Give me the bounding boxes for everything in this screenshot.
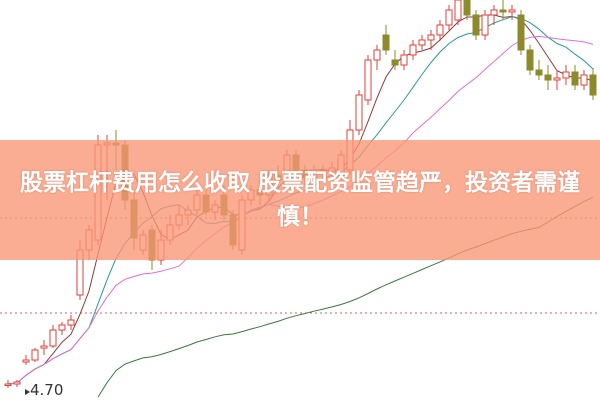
- candle-body: [472, 14, 480, 36]
- article-title: 股票杠杆费用怎么收取 股票配资监管趋严，投资者需谨慎！: [19, 170, 580, 230]
- low-price-label: 4.70: [30, 381, 64, 399]
- candle: [526, 45, 534, 75]
- candle-body: [445, 9, 453, 26]
- candle-body: [427, 34, 435, 41]
- candle-body: [49, 329, 57, 347]
- candle-body: [22, 359, 30, 363]
- candle: [553, 70, 561, 90]
- candle-body: [409, 44, 417, 56]
- candle: [67, 315, 75, 330]
- candle: [571, 65, 579, 90]
- candle: [490, 5, 498, 25]
- candle: [589, 68, 597, 100]
- candle-body: [4, 383, 12, 386]
- candle-body: [454, 0, 462, 21]
- candle: [13, 380, 21, 387]
- candle-body: [589, 74, 597, 96]
- candle: [472, 10, 480, 40]
- candle-body: [391, 59, 399, 66]
- candle-body: [436, 24, 444, 36]
- candle: [436, 20, 444, 40]
- candle-body: [40, 345, 48, 349]
- candle: [409, 40, 417, 60]
- low-price-arrow-icon: [25, 389, 30, 395]
- candle-body: [418, 39, 426, 46]
- candle: [391, 50, 399, 70]
- candle-body: [553, 77, 561, 81]
- candle: [22, 355, 30, 365]
- candle: [40, 340, 48, 355]
- candle: [382, 25, 390, 55]
- candle-body: [364, 59, 372, 101]
- candle-body: [562, 71, 570, 79]
- candle-body: [373, 49, 381, 61]
- candle-body: [58, 324, 66, 331]
- candle-body: [382, 34, 390, 51]
- candle-body: [535, 69, 543, 76]
- candle-body: [508, 9, 516, 13]
- candle: [544, 65, 552, 90]
- candle-body: [481, 14, 489, 36]
- candle-body: [499, 9, 507, 13]
- candle: [427, 30, 435, 50]
- candle: [4, 380, 12, 388]
- candle: [445, 5, 453, 30]
- candle-body: [355, 94, 363, 131]
- candle: [454, 0, 462, 25]
- candle-body: [544, 74, 552, 81]
- candle-body: [463, 0, 471, 16]
- candle: [373, 45, 381, 70]
- title-banner: 股票杠杆费用怎么收取 股票配资监管趋严，投资者需谨慎！: [0, 140, 600, 260]
- candle: [364, 55, 372, 105]
- candle: [400, 50, 408, 70]
- candle-body: [571, 71, 579, 86]
- candle: [418, 35, 426, 50]
- candle-body: [526, 49, 534, 71]
- candle-body: [13, 381, 21, 385]
- candle: [481, 10, 489, 40]
- candle: [49, 325, 57, 348]
- candle: [463, 0, 471, 20]
- candle: [562, 65, 570, 85]
- candle: [499, 0, 507, 20]
- candle: [508, 5, 516, 20]
- candle: [355, 90, 363, 135]
- candle: [58, 322, 66, 335]
- candle-body: [67, 319, 75, 326]
- candle-body: [31, 349, 39, 361]
- candle: [580, 70, 588, 90]
- candle-body: [490, 9, 498, 16]
- candle: [535, 60, 543, 80]
- candle: [517, 10, 525, 55]
- candle-body: [580, 74, 588, 86]
- candle-body: [400, 54, 408, 66]
- candle: [31, 348, 39, 362]
- candle-body: [517, 14, 525, 51]
